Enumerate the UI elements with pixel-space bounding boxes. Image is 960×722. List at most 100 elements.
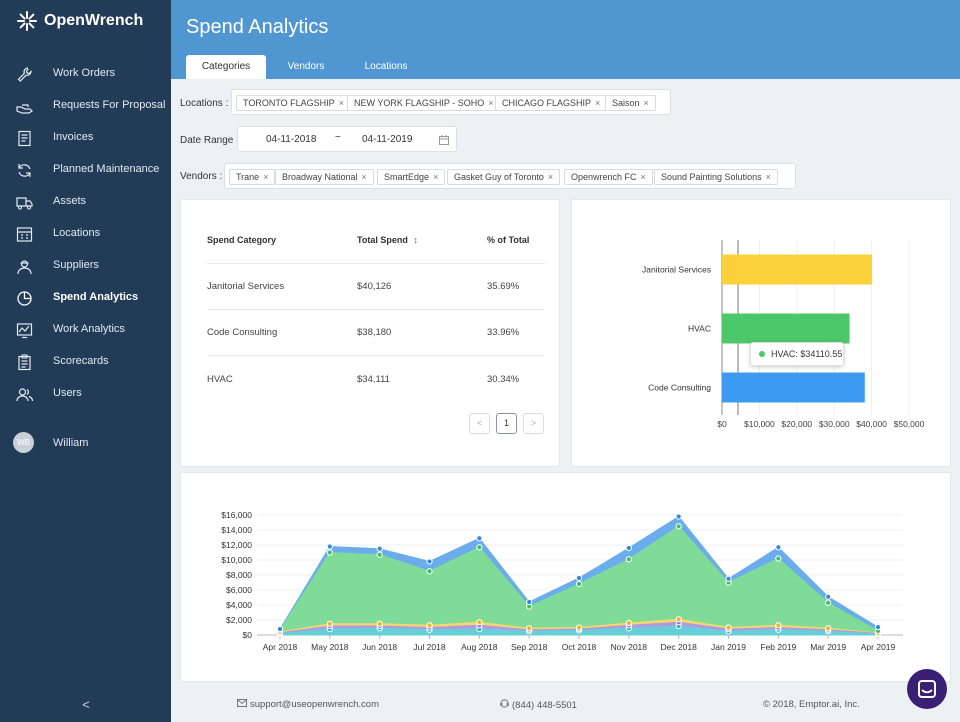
- data-point[interactable]: [625, 544, 632, 552]
- x-tick-label: Jan 2019: [711, 642, 746, 652]
- remove-tag-icon[interactable]: ×: [433, 172, 439, 182]
- remove-tag-icon[interactable]: ×: [338, 98, 344, 108]
- data-point[interactable]: [675, 523, 682, 530]
- data-point[interactable]: [575, 624, 583, 631]
- data-point[interactable]: [725, 575, 732, 582]
- sidebar-item-label: Spend Analytics: [53, 291, 139, 303]
- col-header-category[interactable]: Spend Category: [207, 235, 277, 245]
- data-point[interactable]: [426, 558, 433, 565]
- building-icon: [16, 227, 33, 242]
- data-point[interactable]: [426, 568, 433, 575]
- data-point[interactable]: [526, 625, 533, 632]
- sidebar-item-locations[interactable]: Locations: [0, 218, 171, 250]
- footer-email[interactable]: support@useopenwrench.com: [237, 699, 379, 710]
- data-point[interactable]: [326, 549, 333, 556]
- data-point[interactable]: [376, 620, 383, 627]
- sidebar: OpenWrench Work Orders Requests For Propo…: [0, 0, 171, 722]
- tab-locations[interactable]: Locations: [364, 61, 408, 72]
- data-point[interactable]: [625, 619, 632, 627]
- x-tick-label: $10,000: [744, 419, 775, 429]
- data-point[interactable]: [775, 555, 782, 562]
- data-point[interactable]: [526, 598, 533, 606]
- col-header-percent[interactable]: % of Total: [487, 235, 530, 245]
- x-tick-label: $0: [717, 419, 727, 429]
- collapse-sidebar-button[interactable]: <: [82, 697, 90, 712]
- next-page-button[interactable]: >: [523, 413, 544, 434]
- col-header-total-spend[interactable]: Total Spend ↕: [357, 235, 418, 245]
- data-point[interactable]: [825, 599, 832, 606]
- user-menu[interactable]: WB William: [0, 428, 171, 456]
- x-tick-label: Sep 2018: [511, 642, 548, 652]
- chat-launcher-button[interactable]: [907, 669, 947, 709]
- date-to-input[interactable]: 04-11-2019: [362, 134, 413, 145]
- sidebar-item-users[interactable]: Users: [0, 378, 171, 410]
- locations-filter[interactable]: TORONTO FLAGSHIP × NEW YORK FLAGSHIP - SO…: [231, 89, 671, 115]
- prev-page-button[interactable]: <: [469, 413, 490, 434]
- tab-categories[interactable]: Categories: [186, 55, 266, 79]
- data-point[interactable]: [326, 620, 333, 627]
- bar[interactable]: [722, 313, 850, 344]
- footer-phone[interactable]: (844) 448-5501: [500, 699, 577, 711]
- y-tick-label: $4,000: [226, 600, 252, 610]
- sidebar-item-label: Work Orders: [53, 67, 116, 79]
- sidebar-item-label: Locations: [53, 227, 101, 239]
- sidebar-item-scorecards[interactable]: Scorecards: [0, 346, 171, 378]
- remove-tag-icon[interactable]: ×: [595, 98, 601, 108]
- x-tick-label: $20,000: [781, 419, 812, 429]
- date-range-picker[interactable]: 04-11-2018 ~ 04-11-2019: [237, 126, 457, 152]
- data-point[interactable]: [476, 619, 483, 626]
- sidebar-item-work-analytics[interactable]: Work Analytics: [0, 314, 171, 346]
- tab-vendors[interactable]: Vendors: [287, 61, 325, 72]
- bar[interactable]: [722, 372, 865, 403]
- data-point[interactable]: [775, 622, 782, 629]
- sidebar-item-requests-for-proposal[interactable]: Requests For Proposal: [0, 90, 171, 122]
- sidebar-item-invoices[interactable]: Invoices: [0, 122, 171, 154]
- remove-tag-icon[interactable]: ×: [361, 172, 367, 182]
- data-point[interactable]: [575, 580, 583, 588]
- data-point[interactable]: [326, 543, 333, 550]
- remove-tag-icon[interactable]: ×: [640, 172, 646, 182]
- app-logo[interactable]: OpenWrench: [16, 10, 143, 32]
- tooltip-text: HVAC: $34110.55: [771, 349, 843, 359]
- remove-tag-icon[interactable]: ×: [547, 172, 554, 182]
- sidebar-item-planned-maintenance[interactable]: Planned Maintenance: [0, 154, 171, 186]
- data-point[interactable]: [675, 616, 682, 623]
- users-icon: [16, 388, 33, 402]
- calendar-icon[interactable]: [439, 135, 449, 145]
- date-from-input[interactable]: 04-11-2018: [266, 134, 317, 145]
- data-point[interactable]: [874, 624, 882, 631]
- data-point[interactable]: [376, 545, 383, 552]
- data-point[interactable]: [675, 513, 682, 520]
- data-point[interactable]: [476, 544, 483, 551]
- sidebar-item-work-orders[interactable]: Work Orders: [0, 58, 171, 90]
- data-point[interactable]: [775, 544, 782, 551]
- data-point[interactable]: [825, 625, 832, 632]
- data-point[interactable]: [725, 624, 732, 631]
- refresh-icon: [18, 164, 31, 177]
- data-point[interactable]: [376, 551, 383, 558]
- sidebar-item-assets[interactable]: Assets: [0, 186, 171, 218]
- vendors-filter[interactable]: Trane × Broadway National × SmartEdge × Gas…: [224, 163, 796, 189]
- data-point[interactable]: [426, 622, 433, 629]
- data-point[interactable]: [575, 574, 583, 582]
- remove-tag-icon[interactable]: ×: [643, 98, 649, 108]
- y-tick-label: $16,000: [221, 510, 252, 520]
- remove-tag-icon[interactable]: ×: [263, 172, 269, 182]
- bar[interactable]: [722, 254, 873, 285]
- sidebar-item-suppliers[interactable]: Suppliers: [0, 250, 171, 282]
- remove-tag-icon[interactable]: ×: [488, 98, 494, 108]
- remove-tag-icon[interactable]: ×: [765, 172, 771, 182]
- divider: [207, 309, 545, 310]
- sidebar-item-spend-analytics[interactable]: Spend Analytics: [0, 282, 171, 314]
- vendor-tag: Trane ×: [229, 169, 276, 185]
- monthly-spend-area-chart: $0 $2,000 $4,000 $6,000 $8,000 $10,000 $12,000…: [221, 510, 903, 652]
- sort-icon[interactable]: ↕: [413, 235, 418, 245]
- phone-icon: [500, 699, 509, 708]
- page-1-button[interactable]: 1: [496, 413, 517, 434]
- y-tick-label: $10,000: [221, 555, 252, 565]
- data-point[interactable]: [476, 535, 483, 542]
- data-point[interactable]: [825, 593, 832, 600]
- data-point[interactable]: [276, 625, 284, 633]
- sidebar-item-label: Requests For Proposal: [53, 99, 166, 111]
- data-point[interactable]: [625, 556, 632, 563]
